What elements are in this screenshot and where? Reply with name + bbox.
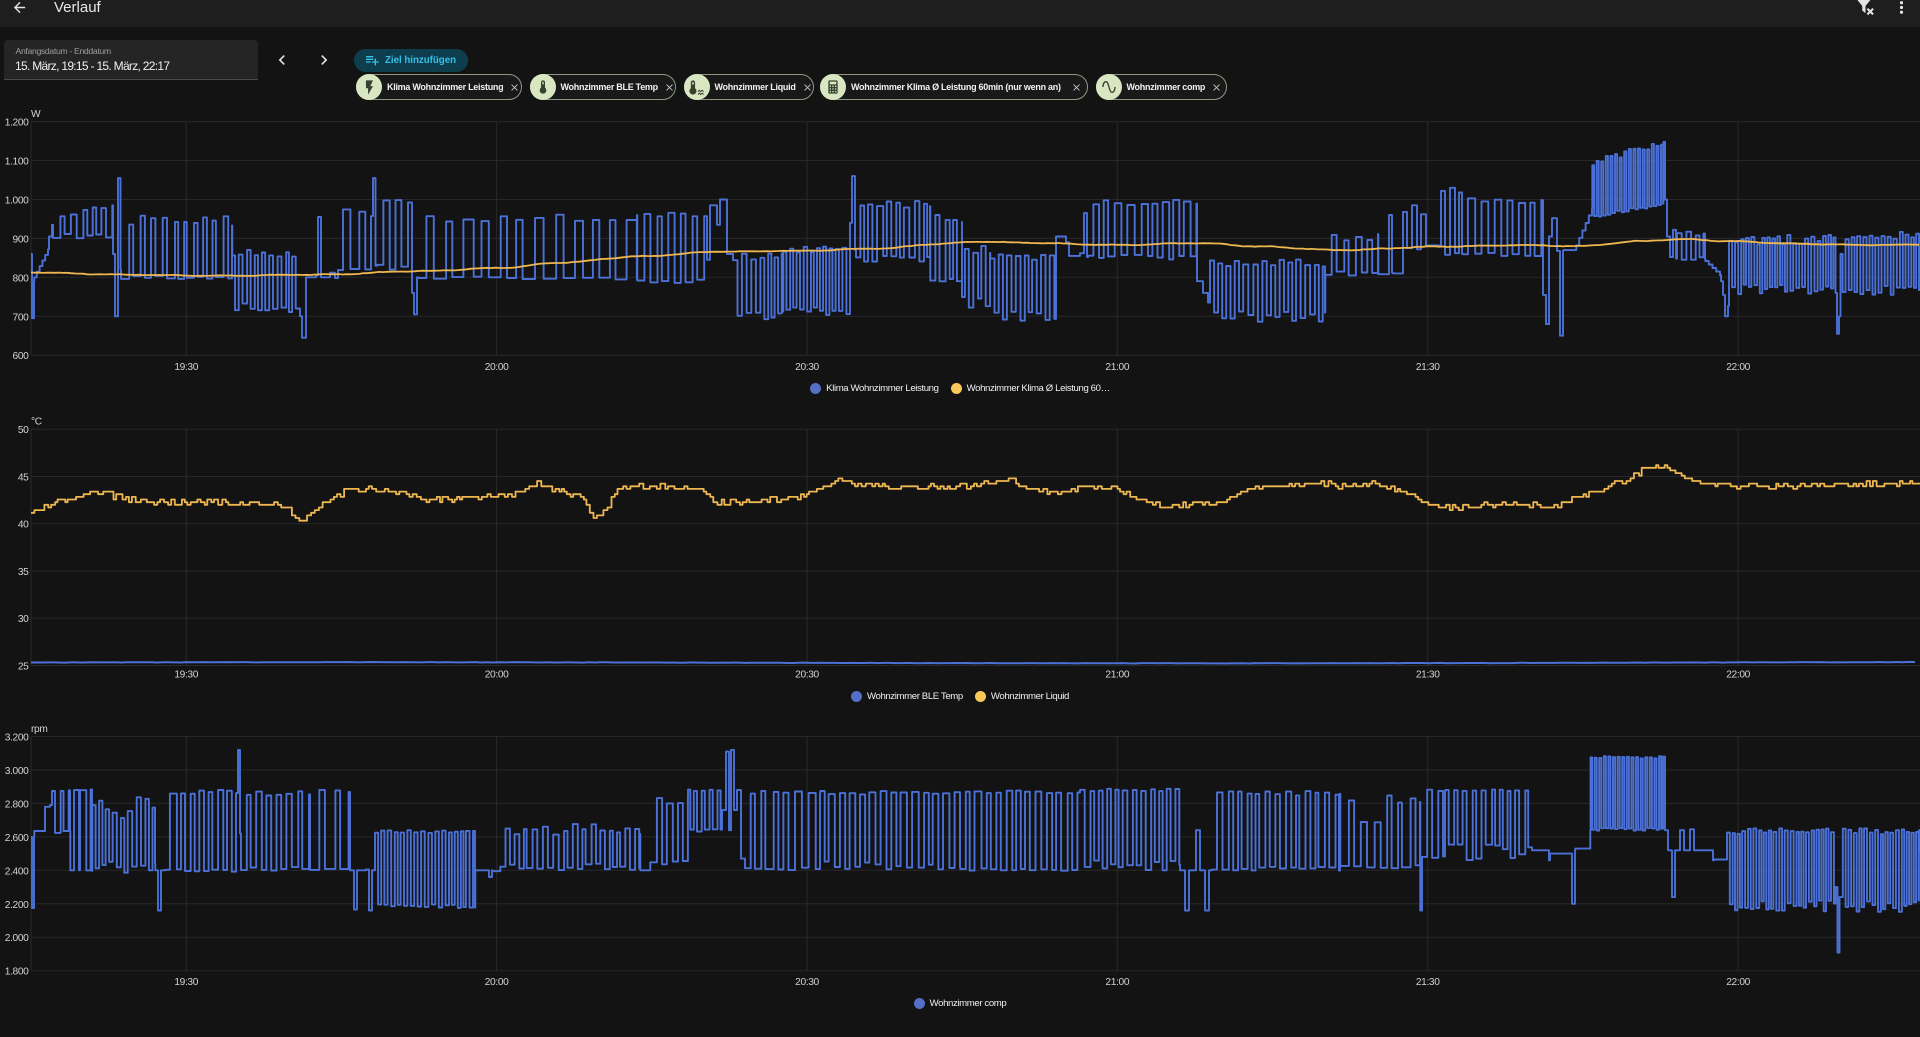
svg-text:21:30: 21:30 (1416, 362, 1440, 373)
svg-text:45: 45 (18, 473, 29, 484)
svg-text:2.400: 2.400 (5, 866, 29, 877)
svg-text:35: 35 (18, 567, 29, 578)
svg-text:20:30: 20:30 (795, 977, 819, 988)
svg-text:20:00: 20:00 (485, 670, 509, 681)
svg-text:900: 900 (13, 234, 30, 245)
svg-text:19:30: 19:30 (174, 670, 198, 681)
svg-text:22:00: 22:00 (1726, 977, 1750, 988)
svg-text:21:30: 21:30 (1416, 977, 1440, 988)
svg-text:600: 600 (13, 351, 30, 362)
svg-text:1.100: 1.100 (5, 157, 29, 168)
svg-text:21:30: 21:30 (1416, 670, 1440, 681)
svg-text:3.200: 3.200 (5, 733, 29, 744)
svg-text:3.000: 3.000 (5, 766, 29, 777)
svg-text:2.000: 2.000 (5, 933, 29, 944)
svg-text:20:00: 20:00 (485, 977, 509, 988)
svg-text:2.600: 2.600 (5, 833, 29, 844)
svg-text:20:00: 20:00 (485, 362, 509, 373)
svg-text:21:00: 21:00 (1105, 977, 1129, 988)
svg-text:40: 40 (18, 520, 29, 531)
svg-text:°C: °C (31, 417, 42, 428)
svg-text:1.000: 1.000 (5, 196, 29, 207)
svg-text:800: 800 (13, 273, 30, 284)
svg-text:50: 50 (18, 425, 29, 436)
svg-text:19:30: 19:30 (174, 977, 198, 988)
svg-text:20:30: 20:30 (795, 670, 819, 681)
svg-text:2.200: 2.200 (5, 900, 29, 911)
svg-text:2.800: 2.800 (5, 799, 29, 810)
svg-text:25: 25 (18, 662, 29, 673)
svg-text:22:00: 22:00 (1726, 362, 1750, 373)
svg-text:21:00: 21:00 (1105, 362, 1129, 373)
svg-text:1.800: 1.800 (5, 967, 29, 978)
svg-text:30: 30 (18, 614, 29, 625)
svg-text:22:00: 22:00 (1726, 670, 1750, 681)
svg-text:W: W (31, 109, 41, 120)
svg-text:1.200: 1.200 (5, 118, 29, 129)
svg-text:20:30: 20:30 (795, 362, 819, 373)
svg-text:21:00: 21:00 (1105, 670, 1129, 681)
svg-text:19:30: 19:30 (174, 362, 198, 373)
svg-text:700: 700 (13, 312, 30, 323)
svg-text:rpm: rpm (31, 724, 48, 735)
